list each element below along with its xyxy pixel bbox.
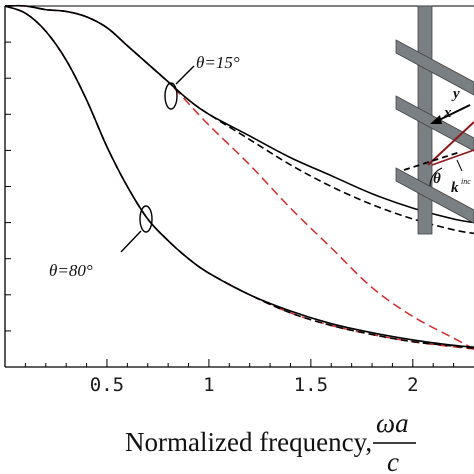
x-axis-label-denominator: c bbox=[387, 447, 399, 474]
inset-label-x: x bbox=[443, 105, 452, 121]
inset-label-k-superscript: inc bbox=[461, 177, 471, 186]
x-tick-label: 2 bbox=[407, 374, 418, 396]
series-line bbox=[4, 5, 474, 350]
annotation-theta15-leader bbox=[175, 65, 195, 85]
x-tick-label: 0.5 bbox=[90, 374, 124, 396]
inset-x-axis-arrow bbox=[436, 104, 471, 122]
annotation-theta15: θ=15° bbox=[164, 53, 240, 110]
x-axis-label-numerator: ωa bbox=[376, 408, 409, 438]
inset-label-y: y bbox=[451, 86, 460, 102]
x-tick-label: 1 bbox=[203, 374, 214, 396]
inset-x-arrowhead bbox=[430, 115, 442, 124]
inset-angle-arrow bbox=[456, 159, 463, 172]
series-layer bbox=[4, 4, 474, 350]
annotation-theta80-label: θ=80° bbox=[49, 261, 93, 280]
x-tick-label: 1.5 bbox=[294, 374, 328, 396]
inset-rod-horizontal-3 bbox=[395, 167, 474, 224]
inset-diagram: y x θ k inc bbox=[395, 5, 474, 235]
inset-angle-arc bbox=[429, 167, 443, 187]
annotation-theta80-ellipse bbox=[139, 205, 153, 233]
y-ticks bbox=[5, 5, 11, 368]
annotation-theta80-leader bbox=[120, 230, 142, 253]
inset-incident-vector-2 bbox=[431, 149, 474, 166]
inset-incident-vector bbox=[427, 121, 474, 166]
series-line bbox=[4, 4, 474, 224]
x-tick-labels: 0.511.522. bbox=[90, 374, 419, 396]
annotation-theta80: θ=80° bbox=[49, 205, 153, 280]
annotation-theta15-ellipse bbox=[164, 82, 178, 110]
inset-label-k: k bbox=[451, 180, 459, 196]
inset-rod-horizontal-1 bbox=[395, 39, 474, 96]
x-ticks bbox=[24, 359, 455, 367]
inset-label-theta: θ bbox=[433, 171, 441, 187]
annotation-theta15-label: θ=15° bbox=[196, 53, 240, 72]
x-axis-label: Normalized frequency, bbox=[125, 427, 372, 457]
series-line bbox=[4, 5, 474, 350]
series-line bbox=[4, 4, 474, 235]
